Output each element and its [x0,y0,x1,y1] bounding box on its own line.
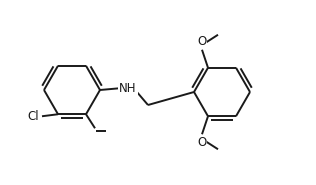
Text: NH: NH [119,82,137,95]
Text: O: O [198,136,207,149]
Text: O: O [198,35,207,48]
Text: Cl: Cl [27,110,39,123]
